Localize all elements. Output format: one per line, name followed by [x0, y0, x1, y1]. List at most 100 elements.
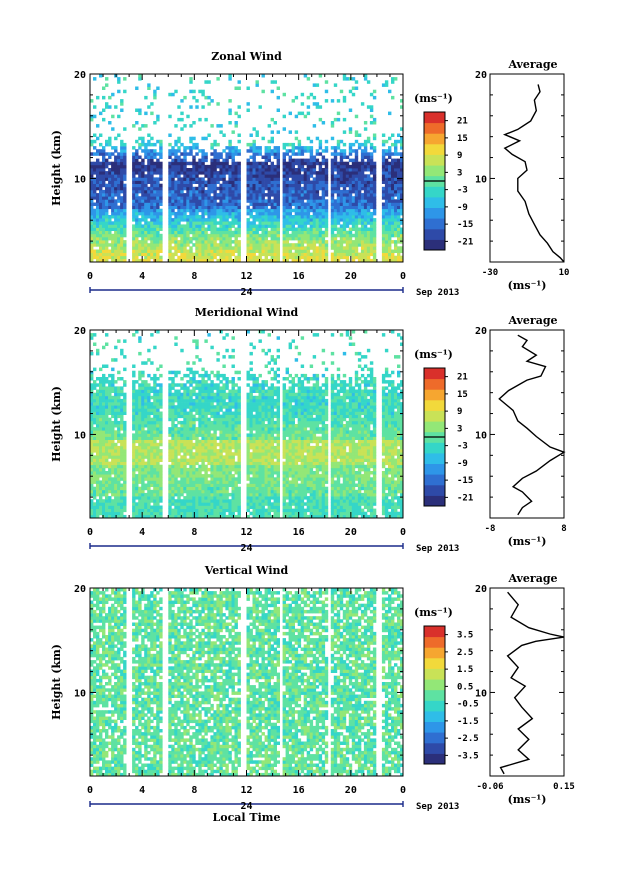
heatmap-cell — [117, 505, 121, 509]
heatmap-cell — [391, 164, 395, 169]
heatmap-cell — [114, 205, 118, 210]
heatmap-cell — [195, 168, 199, 172]
date-label: 24 — [240, 287, 252, 298]
heatmap-cell — [348, 180, 353, 184]
heatmap-cell — [147, 455, 151, 459]
heatmap-cell — [123, 411, 127, 415]
heatmap-cell — [90, 398, 94, 403]
heatmap-cell — [117, 186, 121, 191]
heatmap-cell — [297, 139, 302, 144]
heatmap-cell — [192, 233, 196, 238]
heatmap-cell — [252, 152, 256, 156]
y-tick-label: 20 — [74, 70, 86, 81]
heatmap-cell — [312, 208, 317, 213]
heatmap-cell — [99, 258, 103, 263]
heatmap-cell — [150, 230, 154, 235]
heatmap-cell — [144, 164, 148, 169]
heatmap-cell — [141, 505, 145, 509]
heatmap-cell — [258, 243, 262, 247]
heatmap-cell — [261, 161, 265, 166]
heatmap-cell — [246, 102, 250, 106]
heatmap-cell — [108, 205, 112, 210]
heatmap-cell — [177, 461, 181, 466]
heatmap-cell — [156, 483, 160, 487]
heatmap-cell — [96, 240, 100, 244]
heatmap-cell — [312, 252, 317, 257]
heatmap-cell — [342, 233, 347, 238]
heatmap-cell — [285, 189, 289, 194]
heatmap-cell — [357, 180, 362, 184]
heatmap-cell — [300, 224, 305, 228]
heatmap-cell — [225, 158, 229, 163]
heatmap-cell — [321, 168, 326, 172]
heatmap-cell — [195, 445, 199, 450]
heatmap-cell — [108, 439, 112, 444]
heatmap-cell — [288, 215, 292, 219]
heatmap-cell — [183, 183, 187, 188]
heatmap-cell — [114, 136, 118, 141]
heatmap-cell — [186, 461, 190, 466]
heatmap-cell — [102, 458, 106, 462]
heatmap-cell — [192, 505, 196, 509]
heatmap-cell — [96, 461, 100, 466]
heatmap-cell — [228, 149, 232, 153]
heatmap-cell — [177, 414, 181, 419]
heatmap-cell — [180, 246, 184, 250]
heatmap-cell — [153, 452, 157, 456]
heatmap-cell — [123, 249, 127, 253]
heatmap-cell — [363, 74, 368, 78]
heatmap-cell — [174, 370, 178, 375]
heatmap-cell — [336, 152, 341, 156]
heatmap-cell — [397, 133, 401, 137]
heatmap-cell — [153, 408, 157, 412]
heatmap-cell — [168, 92, 172, 97]
heatmap-cell — [252, 189, 256, 194]
heatmap-cell — [117, 455, 121, 459]
heatmap-cell — [138, 336, 142, 340]
heatmap-cell — [144, 499, 148, 503]
colorbar-bin — [424, 207, 445, 219]
heatmap-cell — [123, 424, 127, 428]
heatmap-cell — [123, 486, 127, 491]
heatmap-cell — [300, 102, 305, 106]
heatmap-cell — [225, 233, 229, 238]
heatmap-cell — [117, 420, 121, 425]
heatmap-cell — [156, 496, 160, 500]
heatmap-cell — [225, 243, 229, 247]
heatmap-cell — [141, 211, 145, 216]
heatmap-cell — [99, 411, 103, 415]
heatmap-cell — [291, 246, 295, 250]
heatmap-cell — [123, 471, 127, 475]
heatmap-cell — [99, 111, 103, 116]
heatmap-cell — [150, 420, 154, 425]
heatmap-cell — [177, 174, 181, 178]
heatmap-cell — [231, 193, 235, 197]
heatmap-cell — [261, 208, 265, 213]
heatmap-cell — [147, 86, 151, 90]
heatmap-cell — [342, 174, 347, 178]
heatmap-cell — [138, 395, 142, 400]
heatmap-cell — [354, 252, 359, 257]
heatmap-cell — [168, 218, 172, 222]
heatmap-cell — [156, 221, 160, 225]
heatmap-cell — [123, 149, 127, 153]
heatmap-cell — [159, 402, 163, 406]
heatmap-cell — [369, 205, 374, 210]
heatmap-cell — [297, 249, 302, 253]
heatmap-cell — [93, 436, 97, 440]
heatmap-cell — [198, 224, 202, 228]
heatmap-cell — [105, 224, 109, 228]
heatmap-cell — [183, 480, 187, 484]
heatmap-cell — [189, 180, 193, 184]
heatmap-cell — [159, 405, 163, 409]
heatmap-cell — [228, 243, 232, 247]
heatmap-cell — [282, 127, 286, 131]
heatmap-cell — [90, 427, 94, 431]
heatmap-cell — [394, 193, 398, 197]
heatmap-cell — [264, 152, 268, 156]
heatmap-cell — [306, 161, 311, 166]
heatmap-cell — [369, 105, 374, 109]
heatmap-cell — [117, 405, 121, 409]
heatmap-cell — [219, 211, 223, 216]
heatmap-cell — [144, 420, 148, 425]
